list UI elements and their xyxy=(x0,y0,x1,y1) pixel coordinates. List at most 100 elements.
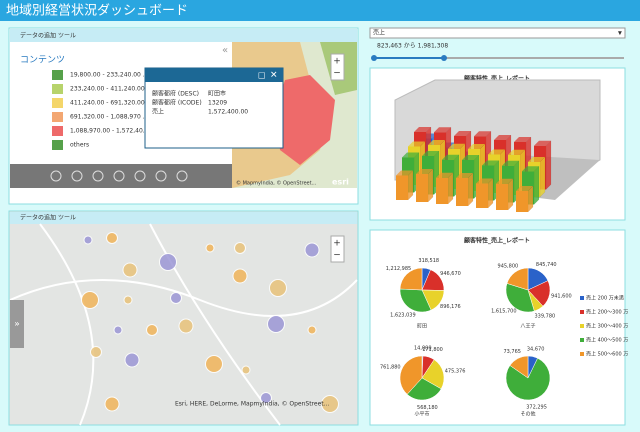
legend-label: 233,240.00 - 411,240.00 ... xyxy=(70,86,152,93)
map-region xyxy=(275,75,335,165)
bar-top xyxy=(534,140,551,146)
data-label: 896,176 xyxy=(440,304,461,310)
side-toggle-icon[interactable]: » xyxy=(14,320,20,330)
legend-swatch xyxy=(580,338,584,342)
data-label: 568,180 xyxy=(417,405,438,411)
zoom-in[interactable]: + xyxy=(333,57,341,67)
map-bubble[interactable] xyxy=(307,325,317,335)
chart-title: 顧客特性_売上_レポート xyxy=(464,75,530,83)
collapse-button[interactable]: « xyxy=(222,45,228,56)
header-title: 地域別経営状況ダッシュボード xyxy=(6,4,188,19)
popup-key: 顧客都府 (ICODE) xyxy=(152,99,202,107)
map-bubble[interactable] xyxy=(159,253,177,271)
contents-title: コンテンツ xyxy=(20,55,65,66)
legend-label: 売上 200 万未満 xyxy=(586,295,624,302)
legend-swatch xyxy=(52,112,63,122)
side-toggle[interactable] xyxy=(10,300,24,348)
bar-front xyxy=(516,191,528,212)
map-bubble[interactable] xyxy=(267,315,285,333)
map-bubble[interactable] xyxy=(81,291,99,309)
bar-top xyxy=(488,149,505,155)
map-bubble[interactable] xyxy=(241,365,251,375)
map-bubble[interactable] xyxy=(146,324,158,336)
bar-front xyxy=(456,178,468,206)
toolbar-button[interactable]: データの追加 xyxy=(20,214,56,222)
slider-handle[interactable] xyxy=(441,55,447,61)
map-bubble[interactable] xyxy=(321,395,339,413)
data-label: 475,376 xyxy=(445,369,466,375)
pie-slice xyxy=(399,288,432,313)
legend-swatch xyxy=(580,324,584,328)
map-bubble[interactable] xyxy=(104,396,120,412)
map-bubble[interactable] xyxy=(170,292,182,304)
bar-top xyxy=(414,127,431,132)
data-label: 14,000 xyxy=(414,346,432,352)
tool-button[interactable] xyxy=(92,170,104,182)
map-bubble[interactable] xyxy=(178,318,194,334)
legend-label: 19,800.00 - 233,240.00 ... xyxy=(70,72,149,79)
map-bubble[interactable] xyxy=(304,242,320,258)
zoom-out[interactable]: − xyxy=(333,251,341,261)
tool-button[interactable] xyxy=(176,170,188,182)
tool-button[interactable] xyxy=(134,170,146,182)
zoom-control[interactable] xyxy=(330,235,345,263)
legend-label: 1,088,970.00 - 1,572,40... xyxy=(70,128,149,135)
legend-label: 売上 200～300 万 xyxy=(586,309,628,316)
data-label: 372,295 xyxy=(526,405,547,411)
popup-close[interactable]: ✕ xyxy=(270,71,278,81)
zoom-out[interactable]: − xyxy=(333,69,341,79)
bar-side xyxy=(407,170,414,201)
data-label: 946,670 xyxy=(440,271,461,277)
data-label: 1,615,700 xyxy=(491,309,516,315)
toolbar-button[interactable]: ツール xyxy=(58,215,76,222)
bar-top xyxy=(416,169,433,174)
popup-header xyxy=(145,68,283,82)
legend-swatch xyxy=(580,352,584,356)
toolbar-button[interactable]: ツール xyxy=(58,33,76,40)
map-bubble[interactable] xyxy=(232,268,248,284)
map-bubble[interactable] xyxy=(205,355,223,373)
map-bubble[interactable] xyxy=(124,352,140,368)
map-bubble[interactable] xyxy=(205,243,215,253)
map-bubble[interactable] xyxy=(123,295,133,305)
zoom-in[interactable]: + xyxy=(333,239,341,249)
map-bubble[interactable] xyxy=(260,392,272,404)
toolbar-button[interactable]: データの追加 xyxy=(20,32,56,40)
zoom-control[interactable] xyxy=(330,53,345,81)
map-bubble[interactable] xyxy=(83,235,93,245)
slider-handle[interactable] xyxy=(371,55,377,61)
tool-button[interactable] xyxy=(155,170,167,182)
data-label: 1,623,039 xyxy=(390,312,415,318)
map-bubble[interactable] xyxy=(234,242,246,254)
bar-top xyxy=(482,160,499,166)
dropdown-arrow[interactable]: ▼ xyxy=(618,31,622,37)
map-bubble[interactable] xyxy=(106,232,118,244)
map-bubble[interactable] xyxy=(90,346,102,358)
field-value: 売上 xyxy=(373,29,385,37)
data-label: 339,780 xyxy=(535,314,556,320)
bar-top xyxy=(468,144,485,149)
bar xyxy=(396,170,414,201)
map-panel xyxy=(8,210,359,426)
bar-side xyxy=(507,178,514,211)
data-label: 171,800 xyxy=(422,347,443,353)
data-label: 761,880 xyxy=(380,365,401,371)
bar-top xyxy=(434,127,451,133)
bar-side xyxy=(427,168,434,203)
map-bubble[interactable] xyxy=(122,262,138,278)
popup-key: 売上 xyxy=(152,108,164,116)
popup-value: 1,572,400.00 xyxy=(208,109,248,116)
popup-value: 13209 xyxy=(208,100,227,107)
data-label: 34,670 xyxy=(527,346,545,352)
field-dropdown[interactable] xyxy=(369,27,626,39)
map-bubble[interactable] xyxy=(113,325,123,335)
bar-front xyxy=(416,174,428,202)
data-label: 945,800 xyxy=(498,263,519,269)
popup-maximize[interactable]: □ xyxy=(258,71,266,80)
tool-button[interactable] xyxy=(113,170,125,182)
map-bubble[interactable] xyxy=(269,279,287,297)
tool-button[interactable] xyxy=(50,170,62,182)
bar xyxy=(436,172,454,205)
tool-button[interactable] xyxy=(71,170,83,182)
